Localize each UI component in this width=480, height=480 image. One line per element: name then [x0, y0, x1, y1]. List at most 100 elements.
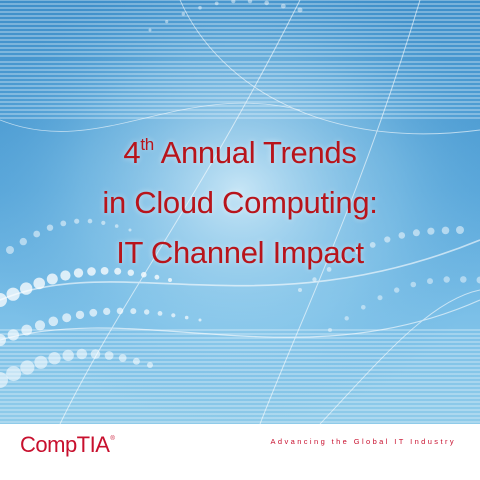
network-dot — [114, 224, 119, 228]
network-dot — [62, 313, 72, 323]
network-dot — [410, 281, 417, 288]
network-curve — [0, 102, 301, 132]
network-dot — [104, 351, 114, 360]
network-curve — [179, 0, 480, 135]
slide-title: 4th Annual Trends in Cloud Computing: IT… — [0, 128, 480, 278]
network-dot — [62, 349, 74, 362]
network-dot — [101, 220, 106, 225]
network-dot — [298, 288, 302, 292]
network-dot — [326, 267, 332, 272]
network-dot — [21, 324, 33, 336]
network-dot — [198, 5, 202, 10]
network-curve — [0, 299, 480, 341]
network-dot — [231, 0, 236, 4]
network-dot — [6, 366, 22, 382]
network-dot — [341, 257, 347, 263]
network-dot — [476, 276, 480, 284]
network-dot — [0, 293, 7, 307]
network-dot — [141, 271, 147, 278]
network-dot — [394, 287, 400, 293]
network-dot — [198, 318, 202, 322]
title-line-1: 4th Annual Trends — [123, 135, 357, 170]
network-dot — [73, 268, 84, 278]
network-dot — [34, 320, 46, 331]
network-dot — [6, 246, 14, 254]
network-curve — [259, 0, 421, 424]
network-dot — [147, 362, 153, 368]
tagline: Advancing the Global IT Industry — [270, 437, 456, 446]
network-curve — [59, 0, 301, 424]
network-dot — [132, 357, 140, 365]
network-dot — [33, 277, 45, 290]
network-dot — [130, 308, 137, 315]
network-background — [0, 0, 480, 424]
network-curve — [319, 289, 480, 424]
network-dot — [148, 28, 152, 32]
network-dot — [48, 316, 59, 327]
network-dot — [116, 307, 124, 315]
network-dot — [214, 1, 219, 6]
network-dot — [87, 218, 93, 224]
network-dot — [20, 360, 35, 375]
network-dot — [46, 224, 54, 231]
abstract-network-graphic — [0, 0, 480, 424]
network-dot — [369, 242, 376, 248]
network-dot — [171, 313, 176, 318]
network-dot — [33, 230, 41, 238]
network-dot — [144, 309, 150, 315]
network-dot — [412, 229, 420, 237]
network-dot — [384, 236, 391, 243]
network-dot — [0, 334, 6, 346]
network-dot — [441, 226, 450, 235]
network-dot — [184, 315, 189, 320]
network-dot — [7, 329, 19, 341]
network-dot — [165, 20, 169, 24]
network-dot — [443, 276, 450, 283]
network-dot — [427, 227, 435, 235]
network-dot — [168, 278, 172, 282]
network-curve — [0, 239, 480, 301]
network-dot — [297, 7, 303, 13]
network-dot — [90, 349, 101, 359]
network-dot — [247, 0, 253, 4]
network-dot — [127, 269, 134, 276]
network-dot — [89, 308, 98, 317]
network-dot — [456, 226, 464, 234]
network-dot — [264, 0, 270, 6]
comptia-logo: CompTIA® — [20, 432, 115, 457]
network-dot — [157, 311, 163, 316]
network-dot — [6, 287, 20, 301]
network-dot — [48, 352, 61, 365]
network-dot — [19, 237, 27, 246]
network-dot — [154, 274, 160, 280]
network-dot — [46, 273, 58, 285]
network-dot — [87, 267, 96, 276]
network-dot — [128, 228, 132, 232]
network-dot — [103, 307, 111, 315]
network-dot — [377, 295, 383, 301]
network-dot — [100, 267, 109, 275]
network-dot — [361, 305, 366, 310]
network-dot — [74, 218, 80, 224]
network-dot — [60, 270, 71, 281]
network-dot — [328, 328, 332, 332]
footer-bar: CompTIA® Advancing the Global IT Industr… — [0, 424, 480, 480]
network-dot — [344, 316, 349, 321]
network-dot — [181, 12, 185, 16]
network-dot — [460, 276, 467, 283]
network-dot — [398, 232, 406, 239]
network-dot — [0, 372, 8, 388]
network-dot — [114, 267, 122, 275]
network-dot — [34, 355, 48, 369]
network-dot — [312, 277, 317, 282]
network-dot — [76, 348, 88, 360]
network-dot — [75, 310, 85, 320]
title-line-2: in Cloud Computing: — [102, 185, 378, 220]
network-dot — [355, 249, 361, 255]
title-line-3: IT Channel Impact — [116, 235, 364, 270]
network-dot — [60, 220, 67, 227]
network-dot — [20, 282, 33, 295]
network-dot — [118, 354, 127, 362]
network-dot — [280, 3, 286, 9]
